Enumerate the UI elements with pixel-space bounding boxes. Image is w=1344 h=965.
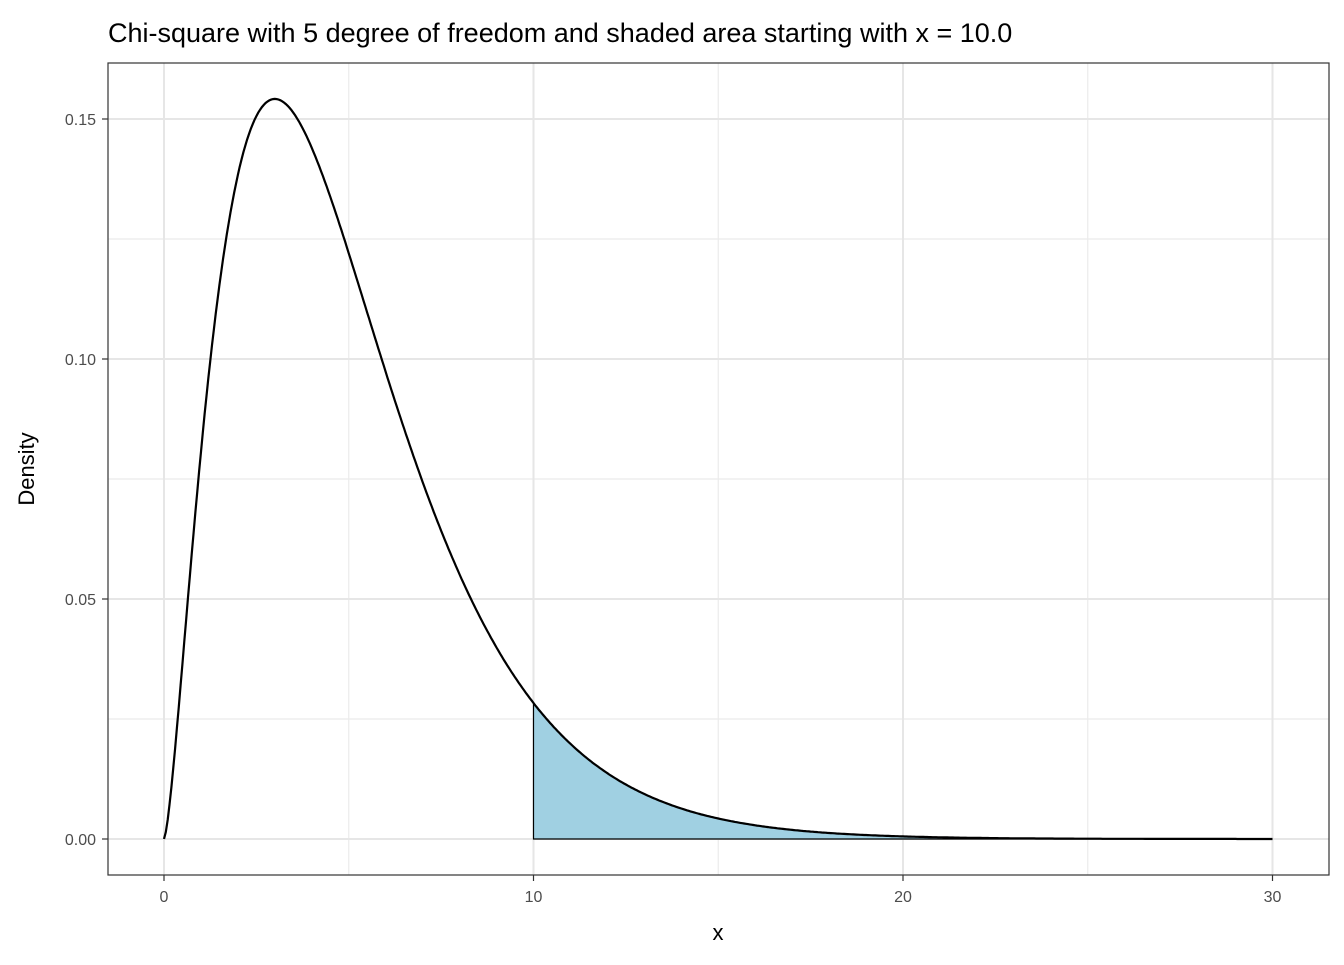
x-tick-label: 30 [1264,889,1282,906]
x-tick-label: 20 [894,889,912,906]
y-tick-label: 0.10 [65,352,96,369]
grid [108,63,1329,875]
x-tick-label: 0 [160,889,169,906]
y-tick-label: 0.00 [65,832,96,849]
y-tick-label: 0.15 [65,112,96,129]
density-curve [162,97,1273,841]
panel-border [107,62,1330,876]
y-axis: 0.00 0.05 0.10 0.15 [65,112,108,849]
x-axis: 0 10 20 30 [160,875,1282,906]
x-tick-label: 10 [525,889,543,906]
y-tick-label: 0.05 [65,592,96,609]
x-axis-label: x [713,920,724,945]
chart-title: Chi-square with 5 degree of freedom and … [108,18,1012,48]
y-axis-label: Density [14,432,39,505]
